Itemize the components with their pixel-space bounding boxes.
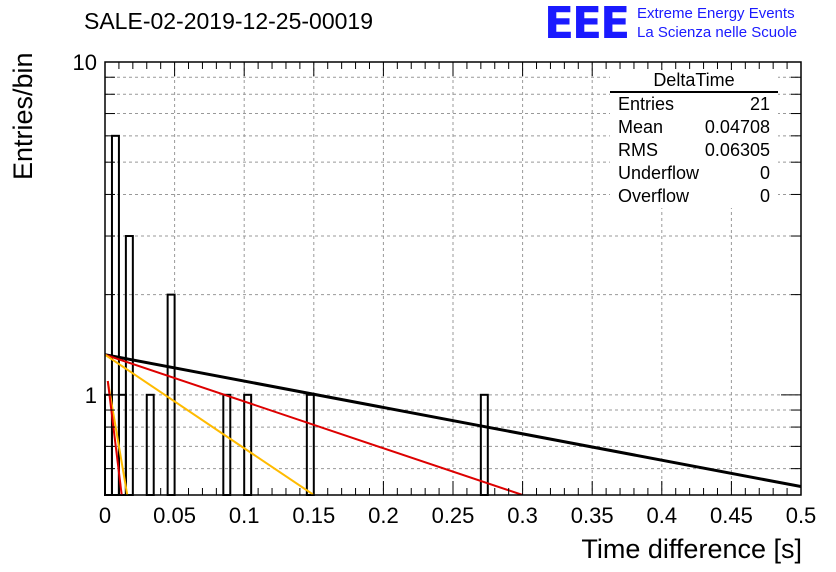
x-tick-label: 0.1 xyxy=(229,503,260,528)
x-tick-label: 0.35 xyxy=(571,503,614,528)
stats-row-overflow: Overflow 0 xyxy=(618,186,770,206)
x-tick-label: 0.45 xyxy=(710,503,753,528)
x-tick-label: 0 xyxy=(99,503,111,528)
stats-box: DeltaTime Entries 21 Mean 0.04708 RMS 0.063… xyxy=(610,70,778,208)
x-tick-label: 0.3 xyxy=(507,503,538,528)
fit-curve xyxy=(105,353,315,495)
logo-line-2: La Scienza nelle Scuole xyxy=(637,24,798,41)
x-tick-label: 0.05 xyxy=(153,503,196,528)
x-tick-label: 0.15 xyxy=(292,503,335,528)
x-tick-label: 0.5 xyxy=(786,503,817,528)
fit-curves xyxy=(105,353,801,495)
stats-row-rms: RMS 0.06305 xyxy=(618,140,770,160)
stats-box-title: DeltaTime xyxy=(610,70,778,93)
histogram-bar xyxy=(124,235,134,496)
fit-curve xyxy=(105,353,801,489)
logo-caption: Extreme Energy Events La Scienza nelle S… xyxy=(637,4,797,42)
histogram-bars xyxy=(104,134,489,496)
stats-row-entries: Entries 21 xyxy=(618,94,770,114)
y-tick-label: 10 xyxy=(73,50,97,75)
x-tick-label: 0.2 xyxy=(368,503,399,528)
stats-row-mean: Mean 0.04708 xyxy=(618,117,770,137)
logo-line-1: Extreme Energy Events xyxy=(637,5,795,22)
x-axis-label: Time difference [s] xyxy=(581,534,802,564)
x-tick-label: 0.25 xyxy=(432,503,475,528)
y-tick-label: 1 xyxy=(85,383,97,408)
y-axis-label: Entries/bin xyxy=(8,52,38,180)
eee-logo: EEE xyxy=(544,0,630,49)
x-tick-label: 0.4 xyxy=(647,503,678,528)
fit-curve xyxy=(106,380,123,495)
stats-row-underflow: Underflow 0 xyxy=(618,163,770,183)
fit-curve xyxy=(105,353,523,495)
axes: 0 0.05 0.1 0.15 0.2 0.25 0.3 0.35 0.4 0.45 0.5 1 10 xyxy=(73,50,817,528)
chart-title: SALE-02-2019-12-25-00019 xyxy=(84,8,373,34)
